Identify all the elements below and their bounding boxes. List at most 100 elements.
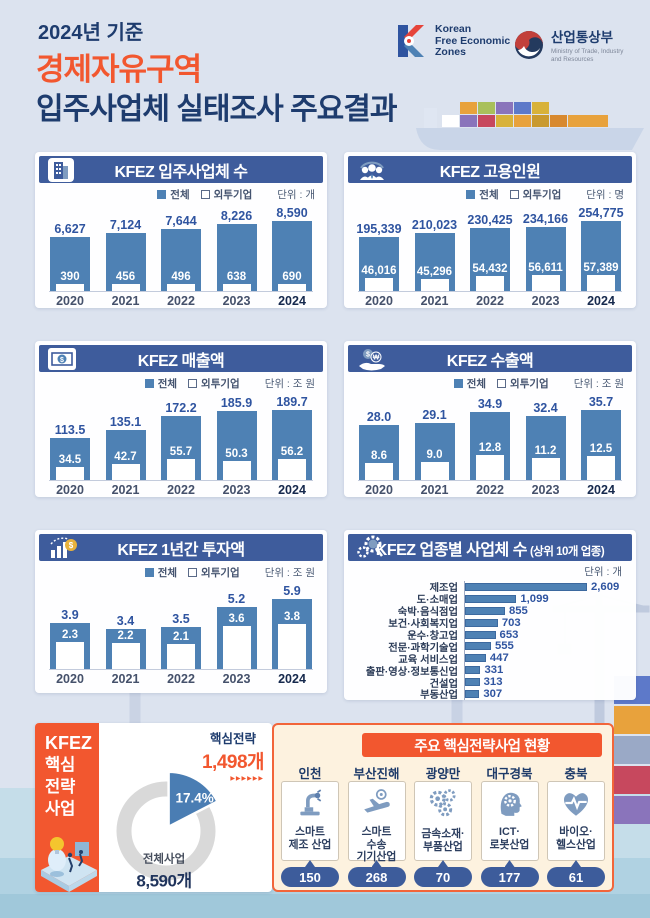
panel-title: KFEZ 1년간 투자액	[117, 541, 245, 559]
panel-industries: KFEZ 업종별 사업체 수 (상위 10개 업종) 단위 : 개 제조업 2,60…	[344, 530, 636, 701]
bar-group: 135.1 42.7	[105, 415, 147, 480]
industry-bar	[465, 630, 496, 639]
year-label: 2023	[222, 672, 251, 686]
total-bar: 496	[161, 228, 201, 291]
pill-connector	[371, 860, 382, 867]
total-bar: 12.8	[470, 411, 510, 480]
industry-bar-track: 653	[464, 628, 624, 641]
industry-label: 제조업	[429, 583, 458, 595]
industry-label: 보건·사회복지업	[388, 619, 458, 631]
industry-row: 건설업 313	[354, 676, 624, 690]
region-industry-box: 바이오· 헬스산업	[547, 781, 605, 861]
industry-value: 555	[494, 640, 514, 653]
bar-group: 34.9 12.8	[469, 397, 511, 480]
region-column: 인천 스마트 제조 산업 150	[281, 763, 339, 887]
year-label: 2020	[56, 672, 84, 686]
panel-header: $ KFEZ 매출액	[39, 345, 323, 372]
total-value-label: 189.7	[276, 395, 308, 409]
year-label: 2021	[111, 483, 140, 497]
pill-connector	[438, 860, 448, 867]
horizontal-bar-chart: 제조업 2,609 도·소매업 1,099 숙박·음식점업 855 보건·사회복지업 703 운…	[354, 580, 624, 701]
industry-row: 도·소매업 1,099	[354, 592, 624, 606]
banknote-icon: $	[48, 347, 76, 370]
legend-foreign-swatch	[509, 190, 519, 199]
foreign-bar	[587, 455, 615, 480]
gears-icon	[427, 788, 459, 825]
chart-legend: 전체 외투기업 단위 : 명	[348, 186, 632, 203]
region-column: 충북 바이오· 헬스산업 61	[547, 763, 605, 887]
foreign-value-label: 34.5	[58, 454, 82, 467]
region-column: 부산진해 스마트 수송 기기산업 268	[347, 763, 406, 887]
kfez-logo: Korean Free Economic Zones	[396, 23, 510, 59]
total-bar: 456	[105, 232, 146, 291]
year-label: 2020	[365, 294, 393, 308]
region-industry-box: 스마트 수송 기기산업	[347, 781, 406, 863]
region-count-badge: 70	[414, 867, 472, 887]
total-bar: 56,611	[525, 226, 566, 291]
foreign-value-label: 496	[171, 271, 191, 283]
total-bar: 2.1	[161, 627, 201, 669]
year-label: 2024	[587, 483, 615, 497]
svg-text:17.4%: 17.4%	[175, 791, 213, 806]
foreign-value-label: 456	[115, 271, 136, 283]
chart-legend: 전체 외투기업 단위 : 조 원	[39, 564, 323, 581]
foreign-bar	[365, 463, 393, 480]
legend-foreign-swatch	[188, 568, 198, 577]
region-count-badge: 268	[347, 867, 406, 887]
total-bar: 45,296	[414, 233, 455, 291]
motie-logo-text: 산업통상부 Ministry of Trade, Industry and Re…	[551, 30, 624, 63]
region-columns: 인천 스마트 제조 산업 150 부산진해 스마트 수송 기기산업 268 광양만 금속소재·…	[281, 763, 605, 887]
x-axis-labels: 2020 2021 2022 2023 2024	[358, 294, 622, 308]
total-value-label: 29.1	[422, 407, 447, 422]
bar-group: 29.1 9.0	[414, 408, 456, 480]
bar-chart: 113.5 34.5 135.1 42.7 172.2 55.7 185.9 50.3 189.…	[49, 393, 313, 481]
industry-bar	[465, 618, 498, 627]
region-name: 충북	[564, 767, 588, 781]
year-label: 2023	[531, 483, 560, 497]
pill-connector	[504, 860, 515, 867]
total-value-label: 5.2	[227, 592, 246, 607]
year-label: 2021	[111, 672, 140, 686]
total-value-label: 210,023	[411, 218, 458, 233]
total-bar: 12.5	[581, 410, 621, 480]
bar-group: 5.9 3.8	[271, 584, 313, 669]
building-icon	[48, 157, 74, 182]
bar-group: 234,166 56,611	[523, 212, 568, 291]
people-lightbulb-illustration	[41, 837, 97, 892]
bar-group: 7,644 496	[160, 214, 202, 291]
year-label: 2022	[167, 483, 195, 497]
legend-total-swatch	[453, 379, 463, 388]
panel-header: $ KFEZ 1년간 투자액	[39, 534, 323, 561]
foreign-bar	[278, 623, 306, 669]
industry-label: 출판·영상·정보통신업	[365, 666, 458, 678]
foreign-value-label: 638	[226, 271, 247, 283]
total-value-label: 34.9	[477, 396, 503, 411]
foreign-bar	[420, 278, 449, 291]
legend-foreign-swatch	[497, 379, 507, 388]
bar-chart: 6,627 390 7,124 456 7,644 496 8,226 638 8,590 690	[49, 204, 313, 292]
hand-coin-icon: $ ₩	[357, 347, 387, 371]
unit-label: 단위 : 조 원	[573, 378, 624, 390]
total-value-label: 3.5	[172, 612, 190, 627]
heart-pulse-icon	[560, 788, 592, 823]
panel-header: KFEZ 고용인원	[348, 156, 632, 183]
foreign-bar	[278, 284, 306, 291]
panel-title: KFEZ 고용인원	[439, 163, 541, 181]
bar-group: 3.4 2.2	[105, 614, 147, 669]
industry-bar-track: 331	[464, 664, 624, 677]
foreign-value-label: 57,389	[583, 262, 619, 275]
industry-label: 전문·과학기술업	[388, 642, 458, 654]
region-industry-label: 금속소재· 부품산업	[421, 828, 465, 853]
industry-value: 855	[508, 604, 528, 617]
airplane-icon	[361, 788, 393, 823]
industry-row: 보건·사회복지업 703	[354, 616, 624, 631]
year-label: 2023	[222, 294, 251, 308]
region-count-badge: 61	[547, 867, 605, 887]
foreign-bar	[278, 459, 306, 480]
panel-title: KFEZ 입주사업체 수	[114, 163, 248, 181]
total-value-label: 7,644	[165, 213, 197, 228]
total-value-label: 254,775	[578, 206, 624, 220]
total-bar: 34.5	[50, 438, 90, 480]
bar-group: 28.0 8.6	[358, 410, 400, 480]
foreign-value-label: 390	[60, 271, 80, 283]
